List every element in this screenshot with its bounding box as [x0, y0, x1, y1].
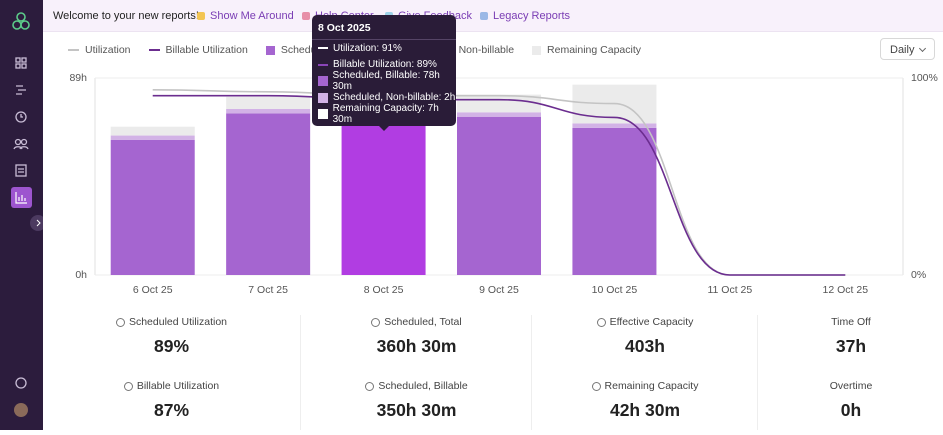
stat-column: Scheduled Utilization 89% Billable Utiliza…: [43, 315, 300, 430]
legend-item: Billable Utilization: [148, 44, 248, 56]
legend-label: Billable Utilization: [165, 44, 248, 56]
chart: 0h 89h 0% 100% 6 Oct 25 7 Oct 25 8 Oct 25 9 Oct…: [69, 72, 938, 296]
stat-value: 37h: [835, 336, 867, 356]
stats: Scheduled Utilization 89% Billable Utiliza…: [43, 315, 943, 430]
legend-item: Utilization: [68, 44, 131, 56]
x-tick-label: 6 Oct 25: [133, 284, 173, 296]
bar-segment: [226, 108, 311, 114]
info-icon: [596, 317, 606, 327]
stat-value: 350h 30m: [376, 400, 457, 420]
bar-segment: [110, 139, 195, 275]
tooltip-item: Billable Utilization: 89%: [312, 57, 456, 74]
tooltip-text: Remaining Capacity: 7h 30m: [332, 103, 439, 126]
y-tick-label: 0h: [75, 269, 87, 281]
link[interactable]: Legacy Reports: [480, 10, 570, 22]
x-tick-label: 12 Oct 25: [823, 284, 869, 296]
stat-label-row: Overtime: [758, 379, 943, 393]
tooltip-icon: [318, 109, 328, 120]
stat-value: 0h: [840, 400, 862, 420]
tooltip-item: Scheduled, Billable: 78h 30m: [312, 70, 456, 93]
stat-value: 89%: [153, 336, 190, 356]
stat-column: Scheduled, Total 360h 30m Scheduled, Billa…: [300, 315, 532, 430]
stat-label: Billable Utilization: [136, 380, 220, 392]
x-tick-label: 10 Oct 25: [592, 284, 638, 296]
welcome-text: Welcome to your new reports!: [53, 10, 199, 22]
bar-segment: [226, 113, 311, 275]
sidebar: [0, 0, 46, 430]
stat-label-row: Effective Capacity: [532, 315, 758, 329]
stat-column: Time Off 37h Overtime 0h: [757, 315, 943, 430]
bar-segment: [110, 126, 195, 136]
bar-segment: [110, 135, 195, 140]
tooltip: 8 Oct 2025 Utilization: 91% Billable Utili…: [312, 15, 456, 131]
legend-swatch: [532, 45, 542, 55]
legend-label: Remaining Capacity: [547, 44, 642, 56]
y2-tick-label: 100%: [911, 72, 938, 84]
x-tick-label: 11 Oct 25: [707, 284, 752, 296]
bar-segment: [572, 127, 657, 275]
legend-swatch: [148, 49, 160, 51]
tooltip-icon: [318, 76, 328, 87]
tooltip-icon: [318, 92, 328, 103]
stat-label-row: Scheduled Utilization: [43, 315, 300, 329]
stat-value: 42h 30m: [609, 400, 681, 420]
info-icon: [371, 317, 381, 327]
stat-label-row: Billable Utilization: [43, 379, 300, 393]
sidebar-icons: [11, 12, 46, 417]
legend-item: Remaining Capacity: [532, 44, 641, 56]
stat-label: Effective Capacity: [609, 316, 694, 328]
stat-value: 403h: [625, 336, 665, 356]
stat-label: Remaining Capacity: [604, 380, 699, 392]
tooltip-text: Scheduled, Billable: 78h 30m: [332, 70, 440, 93]
legend-swatch: [265, 45, 275, 55]
bar-segment: [457, 112, 541, 117]
stat-label-row: Remaining Capacity: [532, 379, 758, 393]
link[interactable]: Show Me Around: [197, 10, 294, 22]
bar-segment: [226, 96, 311, 109]
link-text[interactable]: Show Me Around: [210, 10, 294, 22]
info-icon: [365, 381, 375, 391]
tooltip-item: Scheduled, Non-billable: 2h: [312, 90, 456, 107]
tooltip-icon: [318, 47, 328, 50]
tooltip-title: 8 Oct 2025: [312, 15, 456, 40]
tooltip-item: Remaining Capacity: 7h 30m: [312, 103, 456, 126]
stat-label: Scheduled, Billable: [378, 380, 468, 392]
stat-label: Scheduled, Total: [384, 316, 462, 328]
x-tick-label: 8 Oct 25: [364, 284, 404, 296]
tooltip-text: Scheduled, Non-billable: 2h: [333, 92, 456, 104]
info-icon: [123, 381, 133, 391]
stat-value: 87%: [153, 400, 190, 420]
stat-label-row: Time Off: [758, 315, 943, 329]
stat-label: Overtime: [829, 380, 873, 392]
stat-label: Scheduled Utilization: [128, 316, 228, 328]
stat-label: Time Off: [831, 316, 871, 328]
link-text[interactable]: Legacy Reports: [493, 10, 571, 22]
bar-segment: [457, 116, 541, 275]
bar-segment: [572, 123, 657, 128]
period-select[interactable]: Daily: [880, 38, 935, 60]
x-tick-label: 7 Oct 25: [248, 284, 288, 296]
info-icon: [591, 381, 601, 391]
info-icon: [115, 317, 125, 327]
legend-label: Utilization: [85, 44, 131, 56]
stat-label-row: Scheduled, Billable: [301, 379, 532, 393]
line-series: [152, 94, 846, 276]
tooltip-item: Utilization: 91%: [312, 40, 456, 57]
legend-swatch: [68, 49, 79, 51]
tooltip-text: Billable Utilization: 89%: [333, 59, 437, 71]
stat-value: 360h 30m: [376, 336, 457, 356]
stat-column: Effective Capacity 403h Remaining Capacity…: [531, 315, 758, 430]
x-tick-label: 9 Oct 25: [479, 284, 519, 296]
tooltip-text: Utilization: 91%: [333, 42, 402, 54]
y2-tick-label: 0%: [911, 269, 926, 281]
y-tick-label: 89h: [69, 72, 87, 84]
tooltip-icon: [318, 63, 328, 66]
stat-label-row: Scheduled, Total: [301, 315, 532, 329]
